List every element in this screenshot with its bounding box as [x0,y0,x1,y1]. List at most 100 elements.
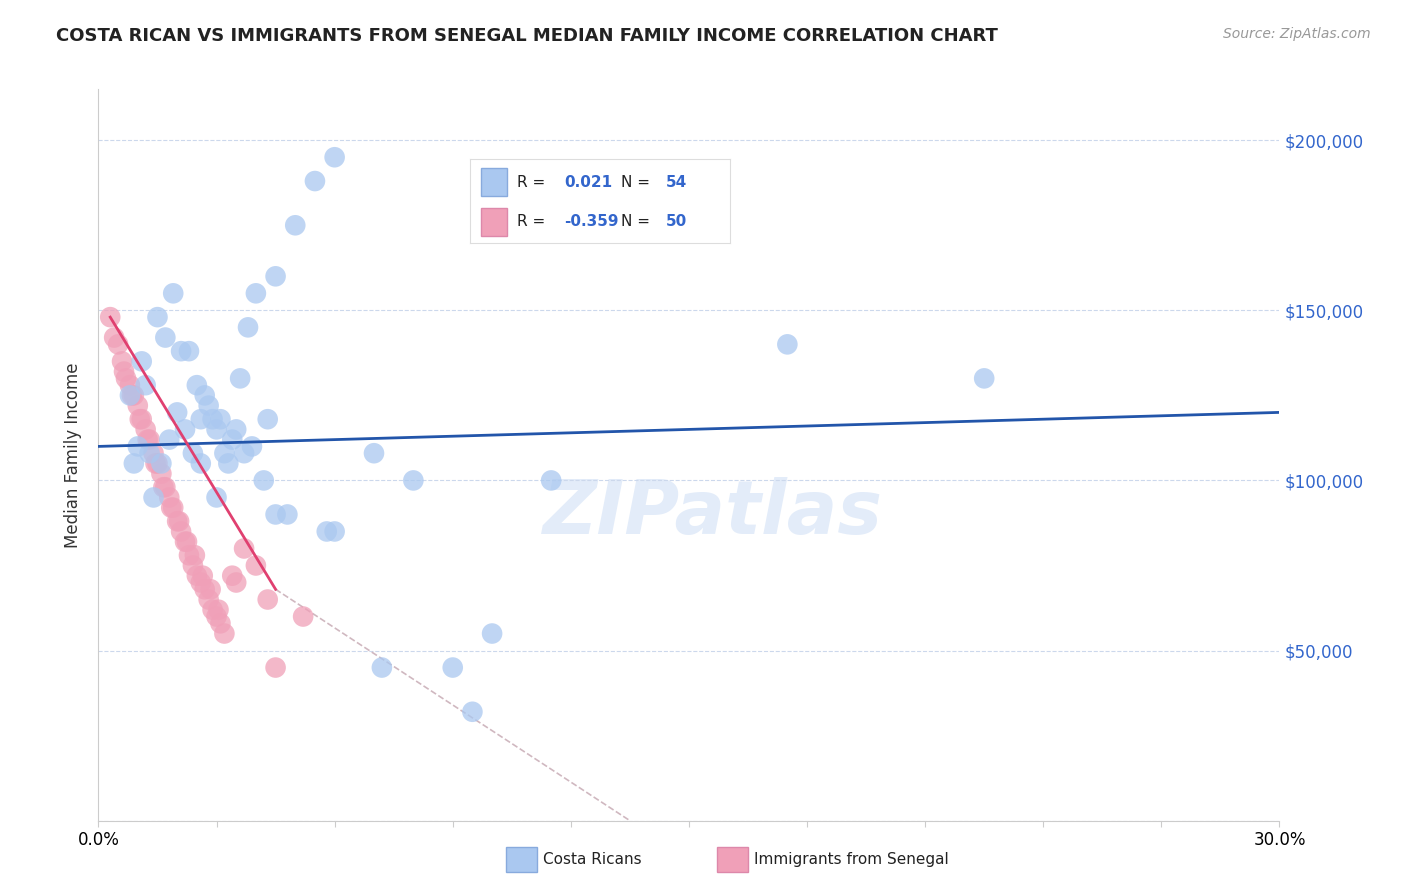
Point [229,371,252,385]
Point [186,568,208,582]
Point [776,337,799,351]
Point [138,446,160,460]
Point [245,558,267,573]
Point [121,388,143,402]
Y-axis label: Median Family Income: Median Family Income [65,362,83,548]
Point [135,378,157,392]
Point [150,457,173,471]
Point [323,524,346,539]
Point [284,219,307,233]
Point [122,457,145,471]
Point [205,422,228,436]
Point [304,174,326,188]
Point [162,286,184,301]
Point [256,592,278,607]
Point [136,433,159,447]
Point [221,568,243,582]
Point [253,474,276,488]
Point [174,422,197,436]
Point [190,457,212,471]
Point [441,660,464,674]
Point [128,412,150,426]
Text: Costa Ricans: Costa Ricans [543,853,641,867]
Point [363,446,385,460]
Point [214,446,236,460]
Point [225,422,247,436]
Point [201,412,224,426]
Point [157,433,180,447]
Point [170,524,193,539]
Point [145,457,167,471]
Point [197,592,219,607]
Point [181,446,204,460]
Point [146,310,169,325]
Point [160,500,183,515]
Point [111,354,134,368]
Point [190,412,212,426]
Point [118,378,141,392]
Point [233,541,256,556]
Point [402,474,425,488]
Point [152,480,174,494]
Text: COSTA RICAN VS IMMIGRANTS FROM SENEGAL MEDIAN FAMILY INCOME CORRELATION CHART: COSTA RICAN VS IMMIGRANTS FROM SENEGAL M… [56,27,998,45]
Point [146,457,169,471]
Point [115,371,138,385]
Point [233,446,256,460]
Point [118,388,141,402]
Point [138,433,160,447]
Point [127,439,149,453]
Point [103,330,125,344]
Point [150,467,173,481]
Point [166,514,188,528]
Point [167,514,190,528]
Point [264,269,287,284]
Point [236,320,259,334]
Point [256,412,278,426]
Point [155,330,177,344]
Point [240,439,263,453]
Point [174,534,197,549]
Point [190,575,212,590]
Point [209,412,232,426]
Point [209,616,232,631]
Point [197,399,219,413]
Point [131,412,153,426]
Point [217,457,239,471]
Point [186,378,208,392]
Point [461,705,484,719]
Point [112,365,135,379]
Point [184,549,207,563]
Point [166,405,188,419]
Point [142,446,165,460]
Point [205,491,228,505]
Point [200,582,222,597]
Point [276,508,298,522]
Point [201,603,224,617]
Point [107,337,129,351]
Point [122,388,145,402]
Point [157,491,180,505]
Point [191,568,214,582]
Point [194,582,217,597]
Point [264,508,287,522]
Point [292,609,315,624]
Point [155,480,177,494]
Point [207,603,229,617]
Point [225,575,247,590]
Point [973,371,995,385]
Point [176,534,198,549]
Point [177,344,200,359]
Point [170,344,193,359]
Point [214,626,236,640]
Point [194,388,217,402]
Point [371,660,394,674]
Point [245,286,267,301]
Point [264,660,287,674]
Point [162,500,184,515]
Text: ZIPatlas: ZIPatlas [543,477,883,550]
Point [221,433,243,447]
Point [131,354,153,368]
Point [98,310,121,325]
Point [181,558,204,573]
Point [315,524,337,539]
